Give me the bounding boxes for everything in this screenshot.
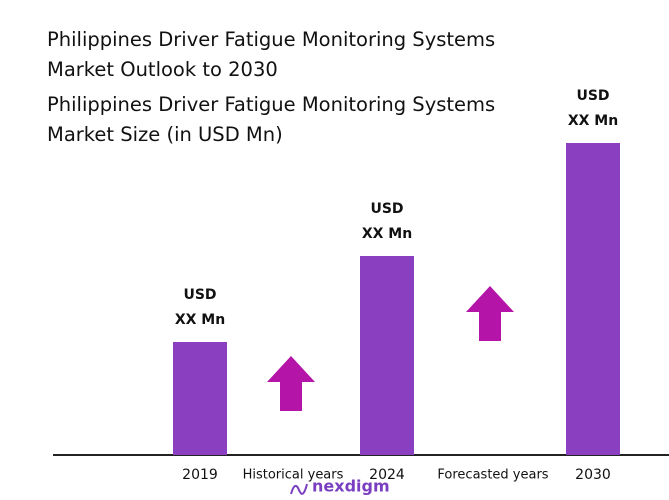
- value-label: XX Mn: [362, 226, 412, 242]
- bar: [360, 256, 414, 455]
- logo: nexdigm: [312, 477, 390, 496]
- chart-title: Philippines Driver Fatigue Monitoring Sy…: [47, 28, 496, 81]
- bar: [566, 143, 620, 455]
- value-label: XX Mn: [568, 113, 618, 129]
- x-tick-label: 2030: [575, 467, 611, 483]
- annotation: Forecasted years: [437, 468, 548, 483]
- value-label: USD: [183, 287, 216, 303]
- value-label: USD: [370, 201, 403, 217]
- value-label: USD: [576, 88, 609, 104]
- logo-icon: [290, 483, 308, 495]
- bar: [173, 342, 227, 455]
- x-tick-label: 2024: [369, 467, 405, 483]
- chart-subtitle: Philippines Driver Fatigue Monitoring Sy…: [47, 93, 496, 146]
- growth-arrow: [267, 356, 315, 411]
- growth-arrow: [466, 286, 514, 341]
- x-tick-label: 2019: [182, 467, 218, 483]
- annotation: Historical years: [243, 468, 344, 483]
- value-label: XX Mn: [175, 312, 225, 328]
